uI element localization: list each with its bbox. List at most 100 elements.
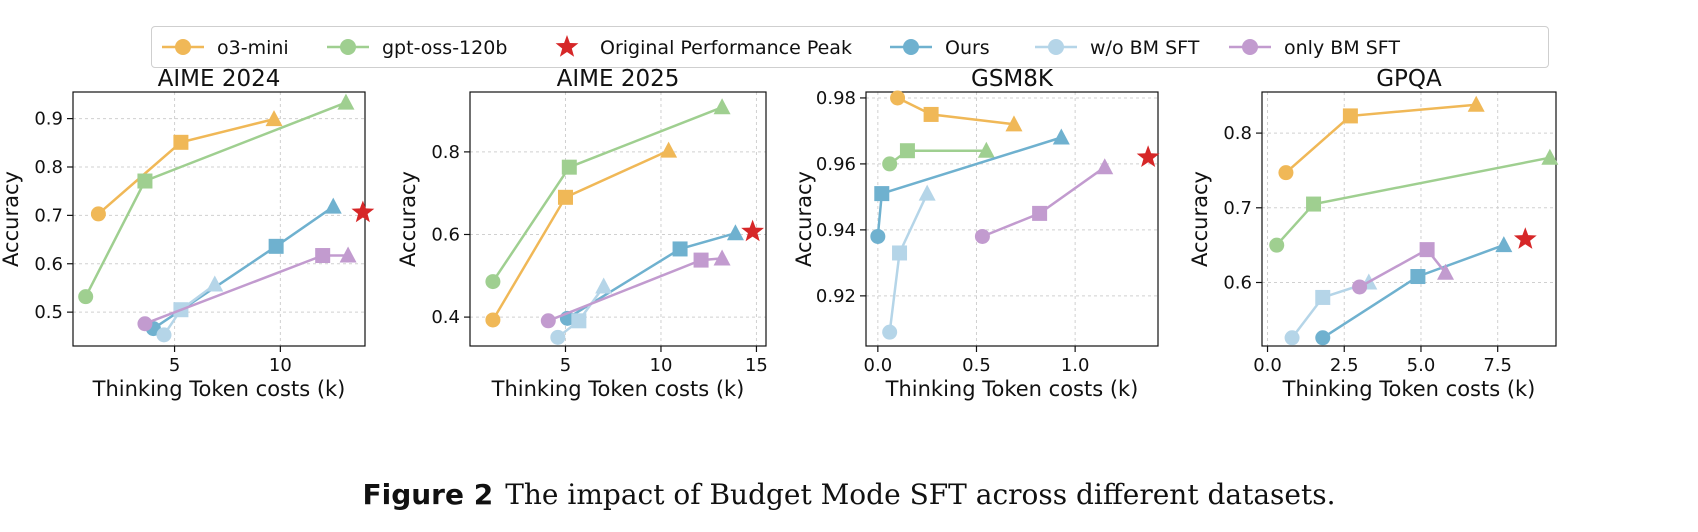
data-point-circle [882, 324, 898, 340]
x-tick-label: 2.5 [1330, 355, 1359, 376]
legend: o3-mini gpt-oss-120b Original Performance … [151, 26, 1549, 68]
x-tick-label: 0.5 [962, 355, 991, 376]
chart-gsm8k: 0.0 0.5 1.0 0.92 0.94 0.96 0.98 GSM8K Thinking T… [792, 66, 1160, 401]
data-point-triangle [595, 277, 613, 294]
x-tick-label: 10 [269, 355, 292, 376]
data-point-circle [90, 206, 106, 222]
caption-text: The impact of Budget Mode SFT across dif… [505, 478, 1336, 511]
series-ours [870, 128, 1070, 244]
data-point-circle [156, 327, 172, 343]
charts-area: 5 10 0.5 0.6 0.7 0.8 0.9 AIME 2024 Thinking Toke… [0, 66, 1559, 401]
legend-circle-marker [1242, 39, 1258, 55]
series-only-bm-sft [137, 246, 357, 332]
legend-circle-marker [340, 39, 356, 55]
data-point-circle [550, 329, 566, 345]
series-w-o-bm-sft [156, 275, 224, 343]
data-point-square [1419, 242, 1435, 258]
legend-label: Ours [945, 37, 990, 59]
data-point-circle [974, 228, 990, 244]
axes-frame [469, 91, 767, 347]
legend-graphic: o3-mini gpt-oss-120b Original Performance … [162, 35, 1400, 59]
series-line [491, 106, 723, 283]
axes-frame [865, 91, 1159, 347]
x-axis-label: Thinking Token costs (k) [491, 377, 745, 401]
series-w-o-bm-sft [550, 277, 613, 345]
data-point-square [874, 186, 890, 202]
series-line [84, 101, 347, 298]
y-tick-label: 0.7 [1223, 198, 1252, 219]
data-point-square [268, 238, 284, 254]
series-line [1285, 103, 1477, 174]
x-tick-label: 0.0 [864, 355, 893, 376]
chart-title: GPQA [1376, 66, 1442, 92]
x-tick-label: 15 [745, 355, 768, 376]
legend-item-gpt-oss-120b: gpt-oss-120b [327, 37, 507, 59]
data-point-triangle [1437, 263, 1455, 280]
y-tick-label: 0.8 [1223, 123, 1252, 144]
legend-item-ours: Ours [890, 37, 990, 59]
data-point-triangle [1495, 236, 1513, 253]
legend-label: o3-mini [217, 37, 289, 59]
y-tick-label: 0.9 [34, 109, 63, 130]
y-axis-label: Accuracy [0, 171, 23, 267]
chart-aime-2025: 5 10 15 0.4 0.6 0.8 AIME 2025 Thinking Token co… [396, 66, 768, 401]
series-gpt-oss-120b [485, 98, 731, 290]
data-point-triangle [1005, 115, 1023, 132]
data-point-square [899, 143, 915, 159]
y-tick-label: 0.8 [431, 142, 460, 163]
data-point-triangle [1096, 158, 1114, 175]
data-point-square [892, 245, 908, 261]
x-tick-label: 1.0 [1061, 355, 1090, 376]
data-point-circle [1352, 279, 1368, 295]
data-point-triangle [726, 224, 744, 241]
legend-label: only BM SFT [1284, 37, 1400, 59]
data-point-circle [1269, 237, 1285, 253]
x-tick-label: 5 [169, 355, 180, 376]
series-gpt-oss-120b [78, 93, 355, 305]
series-only-bm-sft [1352, 242, 1455, 295]
data-point-triangle [660, 141, 678, 158]
series-o3-mini [90, 110, 283, 222]
data-point-square [1410, 269, 1426, 285]
series-only-bm-sft [540, 249, 731, 329]
legend-item-o3-mini: o3-mini [162, 37, 289, 59]
data-point-square [561, 159, 577, 175]
series-w-o-bm-sft [882, 184, 936, 340]
data-point-triangle [713, 98, 731, 115]
data-point-square [1315, 289, 1331, 305]
legend-label: w/o BM SFT [1090, 37, 1200, 59]
y-tick-label: 0.6 [1223, 273, 1252, 294]
data-point-circle [137, 316, 153, 332]
legend-star-marker [555, 35, 579, 57]
data-point-square [173, 134, 189, 150]
series-o3-mini [890, 90, 1023, 132]
chart-title: GSM8K [971, 66, 1054, 92]
y-tick-label: 0.98 [816, 88, 856, 109]
x-tick-label: 0.0 [1253, 355, 1282, 376]
series-ours [1315, 236, 1513, 346]
series-gpt-oss-120b [1269, 148, 1559, 253]
y-tick-label: 0.8 [34, 157, 63, 178]
data-point-circle [485, 312, 501, 328]
y-tick-label: 0.6 [34, 254, 63, 275]
y-tick-label: 0.94 [816, 220, 856, 241]
chart-title: AIME 2025 [557, 66, 680, 92]
peak-star-marker [1136, 145, 1160, 167]
data-point-square [571, 313, 587, 329]
data-point-square [693, 252, 709, 268]
data-point-circle [1278, 165, 1294, 181]
legend-label: Original Performance Peak [600, 37, 852, 59]
y-tick-label: 0.4 [431, 307, 460, 328]
axes-frame [72, 91, 366, 347]
figure-caption: Figure 2 The impact of Budget Mode SFT ac… [0, 478, 1698, 511]
y-tick-label: 0.96 [816, 154, 856, 175]
legend-circle-marker [1048, 39, 1064, 55]
x-tick-label: 5.0 [1407, 355, 1436, 376]
y-tick-label: 0.5 [34, 302, 63, 323]
legend-item-only-bm-sft: only BM SFT [1229, 37, 1400, 59]
data-point-triangle [206, 275, 224, 292]
data-point-triangle [337, 93, 355, 110]
peak-star-marker [1513, 227, 1537, 249]
legend-item-original-performance-peak: Original Performance Peak [555, 35, 852, 59]
data-point-square [672, 241, 688, 257]
